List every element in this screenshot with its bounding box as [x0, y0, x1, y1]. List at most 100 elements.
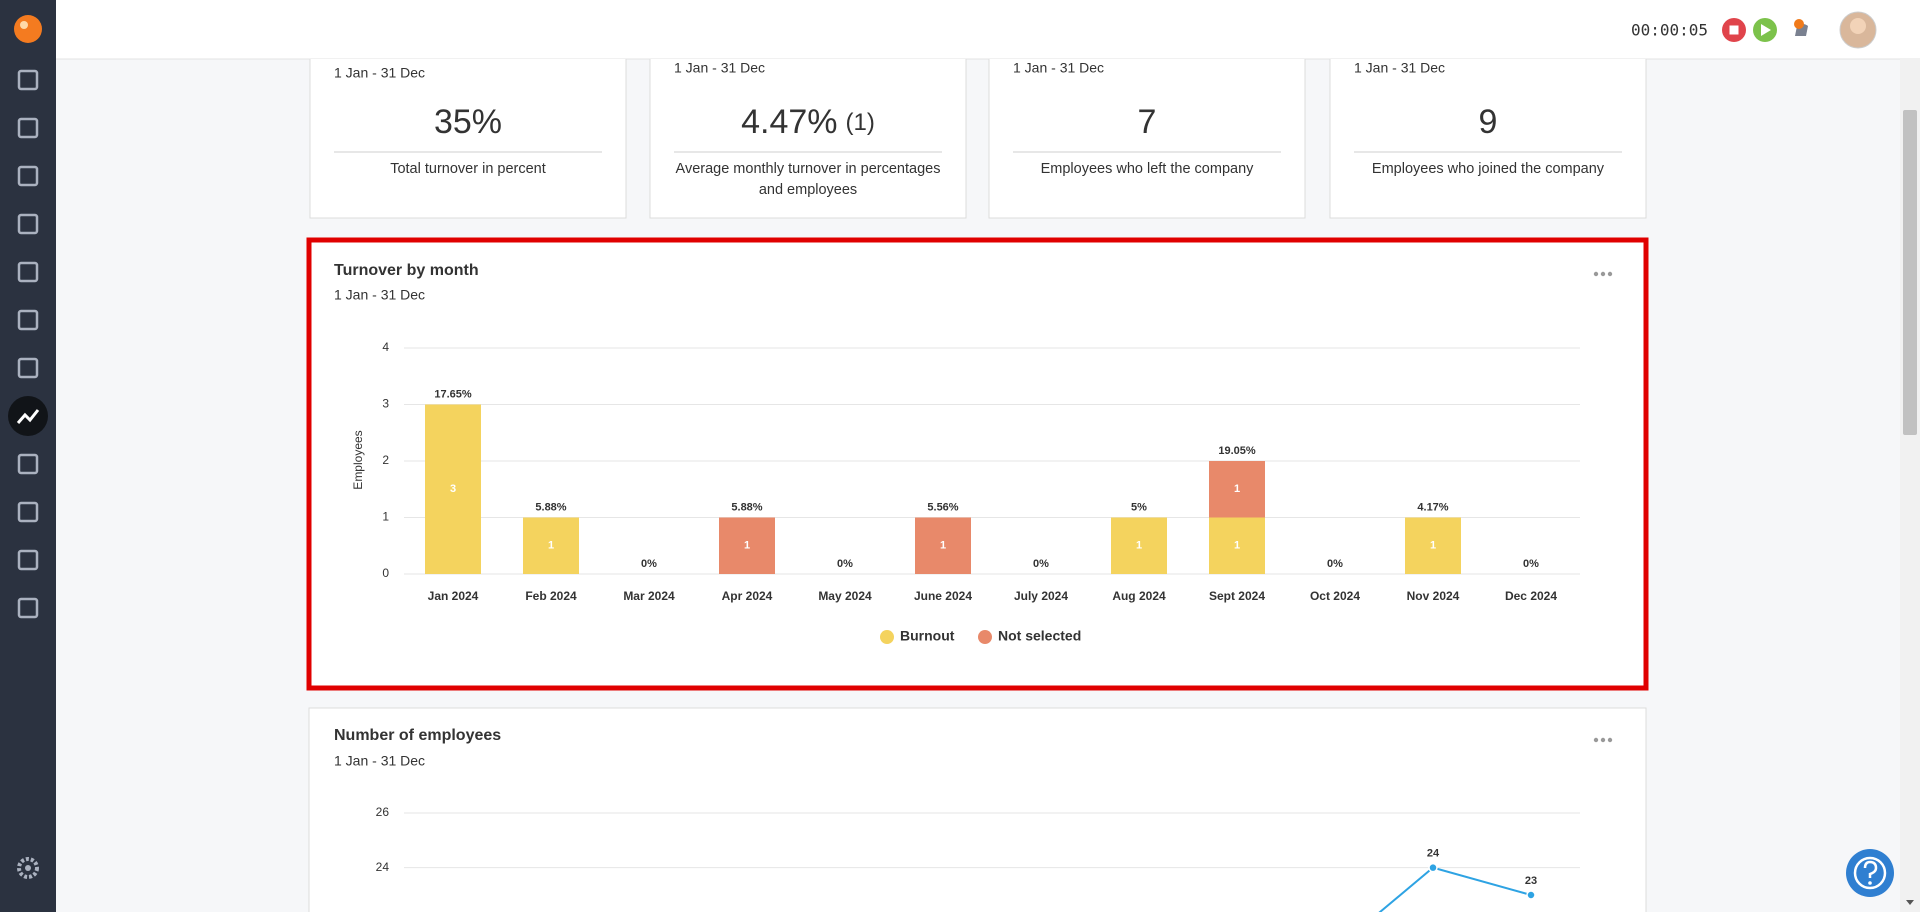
bar-segment	[1111, 517, 1167, 574]
point-label: 23	[1525, 875, 1537, 887]
chart-title: Turnover by month	[334, 262, 479, 279]
card-value: 35%	[434, 103, 502, 141]
menu-dot	[1593, 737, 1599, 743]
x-tick-label: Sept 2024	[1209, 589, 1265, 603]
nav-icon[interactable]	[16, 409, 40, 424]
help-dot	[1868, 881, 1872, 885]
card-value-secondary: (1)	[846, 109, 875, 136]
menu-dot[interactable]	[1600, 737, 1606, 743]
bar-segment	[1405, 517, 1461, 574]
x-tick-label: Feb 2024	[525, 589, 577, 603]
total-label: 0%	[1523, 558, 1539, 570]
card-period: 1 Jan - 31 Dec	[674, 60, 765, 76]
segment-label: 1	[1136, 540, 1142, 552]
chart-title: Number of employees	[334, 727, 501, 744]
total-label: 4.17%	[1417, 501, 1448, 513]
x-tick-label: May 2024	[818, 589, 872, 603]
card-caption: Employees who joined the company	[1372, 161, 1605, 177]
nav-icon[interactable]	[17, 597, 39, 619]
card-value-main: 4.47%	[741, 103, 837, 141]
legend-item[interactable]: Not selected	[978, 628, 1081, 644]
legend-item[interactable]: Burnout	[880, 628, 955, 644]
y-tick-label: 0	[382, 566, 389, 580]
total-label: 5%	[1131, 501, 1147, 513]
total-label: 0%	[1033, 558, 1049, 570]
x-tick-label: Mar 2024	[623, 589, 675, 603]
y-tick-label: 4	[382, 340, 389, 354]
x-tick-label: Dec 2024	[1505, 589, 1557, 603]
legend-label: Burnout	[900, 628, 955, 644]
point-label: 24	[1427, 848, 1440, 860]
card-period: 1 Jan - 31 Dec	[1354, 60, 1445, 76]
help-question	[1863, 860, 1878, 878]
x-tick-label: Oct 2024	[1310, 589, 1360, 603]
card-value: 9	[1479, 103, 1498, 141]
stat-card	[988, 59, 1306, 219]
line-point	[1428, 862, 1438, 873]
x-tick-label: Apr 2024	[722, 589, 773, 603]
card-caption: Total turnover in percent	[390, 161, 546, 177]
plot-area: 24 23	[1378, 848, 1537, 912]
logo[interactable]	[14, 15, 42, 43]
timer: 00:00:05	[1631, 21, 1708, 40]
legend-swatch	[978, 630, 992, 644]
total-label: 5.88%	[535, 501, 566, 513]
menu-dot	[1607, 737, 1613, 743]
nav-icon[interactable]	[17, 501, 39, 523]
scroll-down-arrow[interactable]	[1906, 900, 1914, 905]
card-period: 1 Jan - 31 Dec	[334, 65, 425, 81]
x-tick-label: Aug 2024	[1112, 589, 1166, 603]
legend-label: Not selected	[998, 628, 1081, 644]
notifications[interactable]	[1794, 19, 1808, 36]
menu-dot	[1607, 271, 1613, 277]
total-label: 0%	[1327, 558, 1343, 570]
segment-label: 1	[744, 540, 750, 552]
total-label: 5.88%	[731, 501, 762, 513]
play-icon	[1761, 24, 1771, 36]
segment-label: 1	[1234, 483, 1240, 495]
bar-segment	[1209, 461, 1265, 518]
menu-dot[interactable]	[1600, 271, 1606, 277]
menu-dot	[1593, 271, 1599, 277]
card-caption: and employees	[759, 182, 857, 198]
scrollbar-thumb[interactable]	[1903, 110, 1917, 435]
total-label: 0%	[641, 558, 657, 570]
card-value-main: 9	[1479, 103, 1498, 141]
notification-dot	[1794, 19, 1804, 29]
x-tick-label: June 2024	[914, 589, 972, 603]
x-tick-label: Jan 2024	[428, 589, 479, 603]
nav-icon[interactable]	[17, 213, 39, 235]
nav-icon[interactable]	[17, 309, 39, 331]
settings-icon	[17, 857, 39, 879]
help-ring	[1853, 856, 1887, 890]
bar-segment	[1209, 517, 1265, 574]
stat-card	[649, 59, 967, 219]
stat-card	[1329, 59, 1647, 219]
bar-segment	[523, 517, 579, 574]
nav-icon[interactable]	[17, 549, 39, 571]
bar-chart: Turnover by month 1 Jan - 31 Dec 0 1 2 3 4 Empl…	[334, 262, 1613, 644]
nav-icon[interactable]	[17, 117, 39, 139]
bar-segment	[425, 404, 481, 574]
legend-swatch	[880, 630, 894, 644]
logo-highlight	[20, 21, 28, 29]
nav-icon[interactable]	[17, 357, 39, 379]
stat-cards: 1 Jan - 31 Dec 35% Total turnover in perce…	[309, 59, 1647, 219]
nav-icon[interactable]	[17, 261, 39, 283]
y-axis-label: Employees	[351, 430, 365, 489]
segment-label: 1	[1430, 540, 1436, 552]
stat-card	[309, 59, 627, 219]
nav-icon[interactable]	[17, 165, 39, 187]
chart-subtitle: 1 Jan - 31 Dec	[334, 753, 425, 769]
nav-icon[interactable]	[17, 453, 39, 475]
y-tick-label: 26	[376, 805, 390, 819]
settings-button[interactable]	[17, 857, 39, 879]
top-bar	[0, 0, 1920, 59]
y-tick-label: 24	[376, 860, 390, 874]
settings-center	[25, 865, 31, 871]
nav-icon[interactable]	[17, 69, 39, 91]
bar-chart-card	[306, 237, 1649, 691]
card-period: 1 Jan - 31 Dec	[1013, 60, 1104, 76]
